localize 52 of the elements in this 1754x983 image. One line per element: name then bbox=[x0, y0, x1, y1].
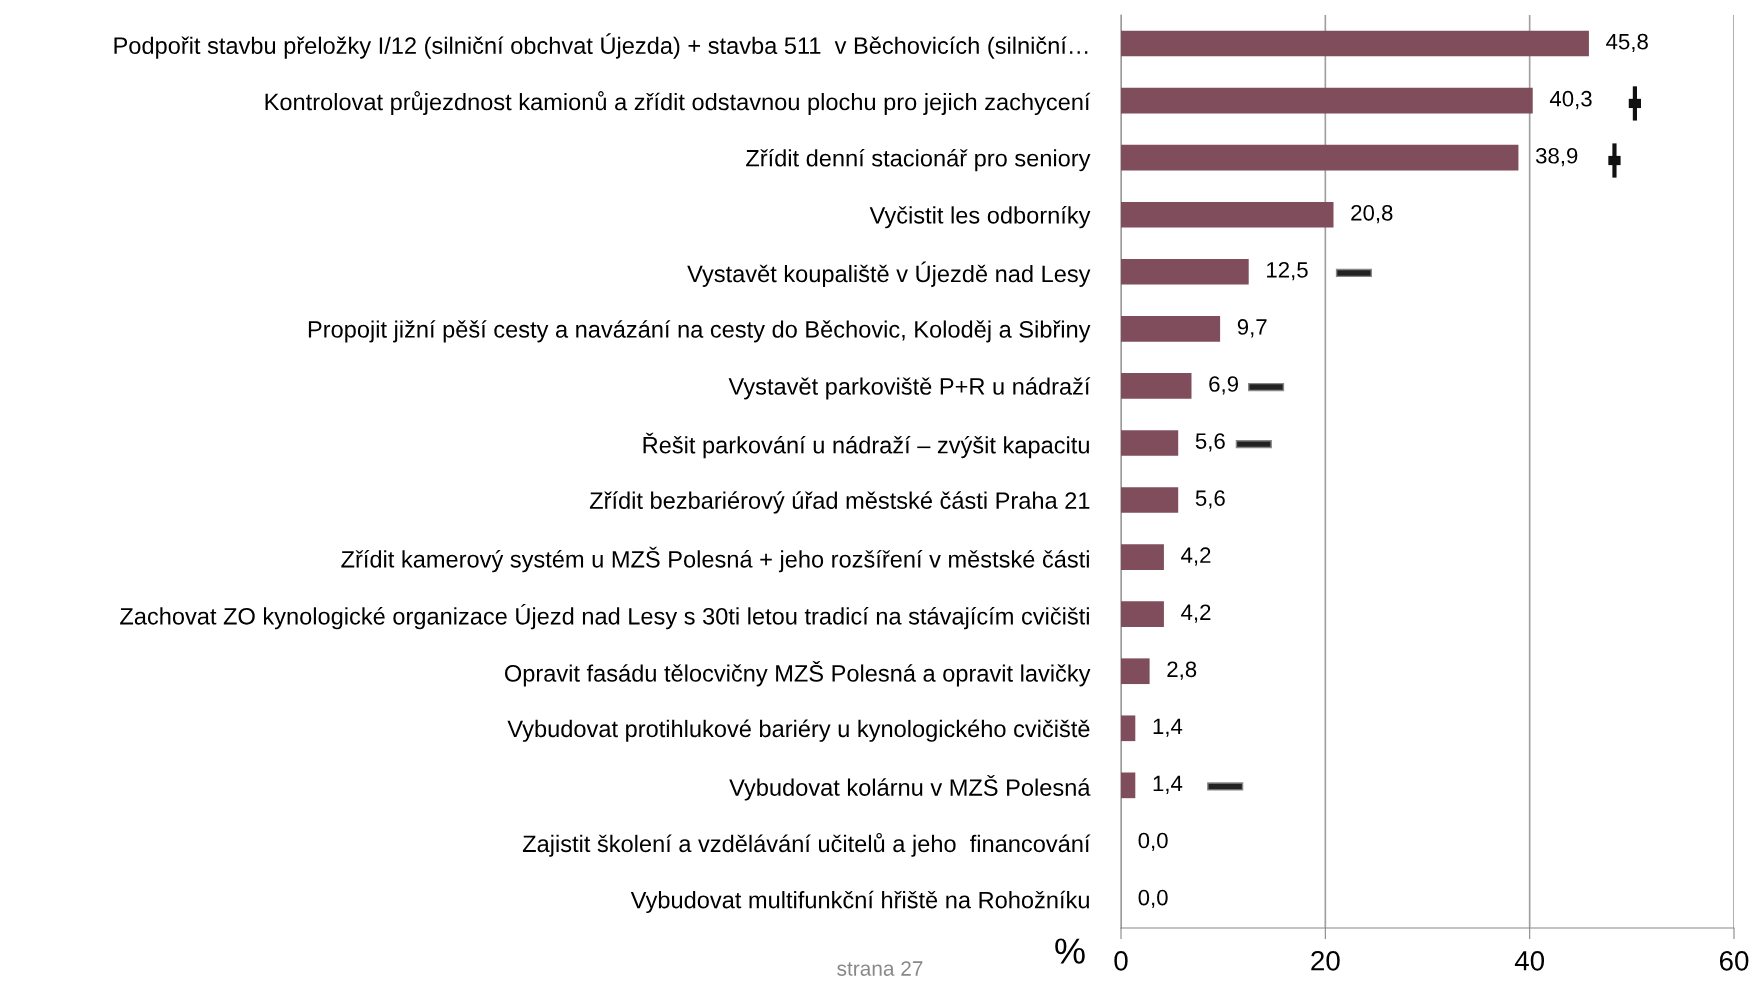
y-tick-label: Vystavět parkoviště P+R u nádraží bbox=[728, 377, 1091, 400]
bar bbox=[1121, 316, 1221, 342]
data-label: 6,9 bbox=[1209, 376, 1238, 395]
data-label: 0,0 bbox=[1138, 832, 1168, 851]
text: strana 27 bbox=[837, 961, 923, 976]
y-tick-label: Řešit parkování u nádraží – zvýšit kapacitu bbox=[643, 432, 1089, 459]
data-label: 1,4 bbox=[1153, 775, 1183, 794]
y-tick-label: Vybudovat multifunkční hřiště na Rohožníku bbox=[630, 890, 1089, 914]
bar bbox=[1121, 30, 1589, 57]
data-label: 2,8 bbox=[1167, 661, 1197, 680]
bar bbox=[1121, 487, 1179, 513]
x-tick-label: 60 bbox=[1719, 950, 1749, 971]
y-tick-label: Zajistit školení a vzdělávání učitelů a jeho financování bbox=[522, 832, 1091, 857]
bar bbox=[1121, 258, 1249, 285]
x-tick-label: 40 bbox=[1514, 950, 1545, 971]
bar bbox=[1121, 772, 1136, 799]
y-tick-label: Opravit fasádu tělocvičny MZŠ Polesná a opravit lavičky bbox=[505, 660, 1091, 687]
y-tick-label: Zachovat ZO kynologické organizace Újezd nad Lesy s 30ti letou tradicí na stávajícím cvičišti bbox=[120, 603, 1089, 630]
data-label: 4,2 bbox=[1181, 604, 1211, 623]
data-label: 9,7 bbox=[1237, 319, 1267, 338]
y-tick-label: Vystavět koupaliště v Újezdě nad Lesy bbox=[687, 261, 1091, 287]
data-label: 20,8 bbox=[1351, 204, 1393, 224]
bar bbox=[1121, 201, 1334, 228]
data-label: 5,6 bbox=[1195, 433, 1225, 452]
y-tick-label: Propojit jižní pěší cesty a navázání na cesty do Běchovic, Koloděj a Sibřiny bbox=[308, 320, 1091, 343]
data-label: 0,0 bbox=[1138, 889, 1168, 909]
bar bbox=[1121, 373, 1192, 399]
bar bbox=[1121, 601, 1164, 627]
data-label: 5,6 bbox=[1195, 490, 1225, 509]
x-tick-label: 0 bbox=[1114, 950, 1128, 971]
bar bbox=[1121, 658, 1150, 685]
bar bbox=[1121, 144, 1519, 171]
bar bbox=[1121, 715, 1136, 742]
y-tick-label: Vybudovat kolárnu v MZŠ Polesná bbox=[729, 775, 1091, 801]
data-label: 1,4 bbox=[1153, 718, 1183, 737]
data-label: 40,3 bbox=[1549, 90, 1592, 110]
bar bbox=[1121, 544, 1164, 570]
data-label: 38,9 bbox=[1535, 147, 1578, 167]
y-tick-label: Vybudovat protihlukové bariéry u kynologického cvičiště bbox=[507, 719, 1090, 742]
y-tick-label: Zřídit kamerový systém u MZŠ Polesná + jeho rozšíření v městské části bbox=[341, 546, 1089, 573]
data-label: 12,5 bbox=[1267, 262, 1308, 281]
data-label: 45,8 bbox=[1606, 33, 1648, 53]
bar bbox=[1121, 87, 1533, 114]
y-tick-label: Podpořit stavbu přeložky I/12 (silniční obchvat Újezda) + stavba 511 v Běchovicích (silniční… bbox=[114, 33, 1088, 59]
y-tick-label: Zřídit bezbariérový úřad městské části Praha 21 bbox=[589, 491, 1090, 514]
y-tick-label: Kontrolovat průjezdnost kamionů a zřídit odstavnou plochu pro jejich zachycení bbox=[265, 91, 1091, 116]
x-axis-title: % bbox=[1055, 938, 1085, 964]
bar bbox=[1121, 430, 1179, 456]
y-tick-label: Vyčistit les odborníky bbox=[869, 206, 1091, 229]
data-label: 4,2 bbox=[1181, 547, 1211, 566]
y-tick-label: Zřídit denní stacionář pro seniory bbox=[746, 148, 1091, 172]
x-tick-label: 20 bbox=[1311, 950, 1340, 971]
